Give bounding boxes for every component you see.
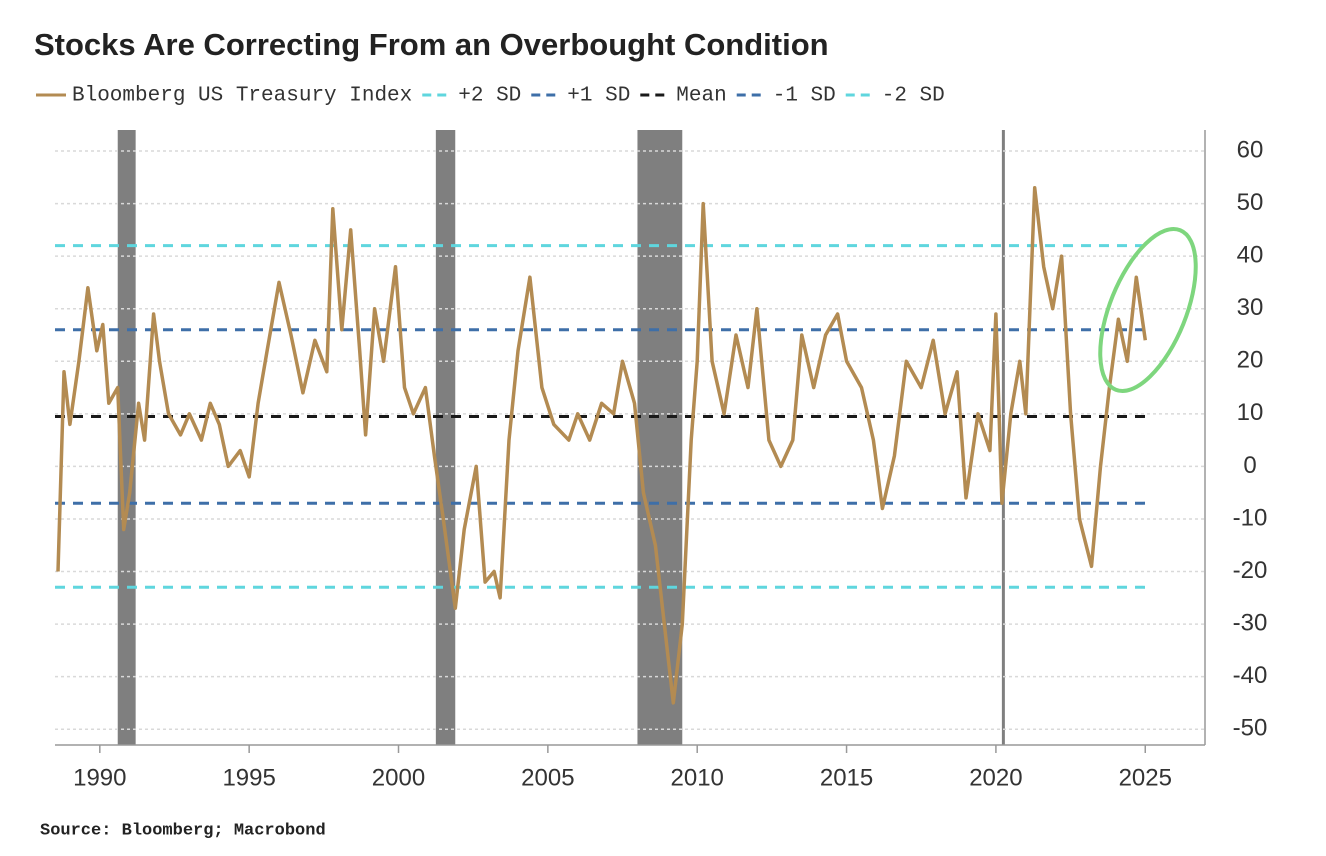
recession-band [435,130,456,745]
y-tick-label: 20 [1237,347,1264,374]
legend-label: Bloomberg US Treasury Index [72,85,412,108]
y-tick-label: 60 [1237,136,1264,163]
x-tick-label: 2020 [969,764,1022,791]
x-tick-label: 1990 [73,764,126,791]
x-tick-label: 2010 [671,764,724,791]
recession-band [637,130,683,745]
source: Source: Bloomberg; Macrobond [40,821,326,840]
y-tick-label: 50 [1237,189,1264,216]
y-tick-label: 0 [1243,452,1256,479]
x-tick-label: 1995 [222,764,275,791]
series-line [56,186,1148,705]
legend-label: +2 SD [458,85,521,108]
y-tick-label: -20 [1233,557,1268,584]
x-tick-label: 2025 [1119,764,1172,791]
highlight-ellipse [1098,227,1198,393]
recession-band [1001,130,1005,745]
y-tick-label: -50 [1233,715,1268,742]
x-tick-label: 2015 [820,764,873,791]
y-tick-label: 10 [1237,399,1264,426]
y-tick-label: -30 [1233,609,1268,636]
x-tick-label: 2005 [521,764,574,791]
chart-title: Stocks Are Correcting From an Overbought… [34,27,829,62]
plot-area: -50 -40 -30 -20 -10 0 10 20 30 40 50 60 1990 1995 2000… [55,130,1267,791]
legend-label: -1 SD [773,85,836,108]
y-tick-label: -40 [1233,662,1268,689]
legend-label: Mean [676,85,726,108]
y-tick-label: -10 [1233,504,1268,531]
x-tick-label: 2000 [372,764,425,791]
recession-band [117,130,136,745]
legend-label: +1 SD [567,85,630,108]
y-tick-label: 40 [1237,241,1264,268]
y-tick-label: 30 [1237,294,1264,321]
legend-label: -2 SD [882,85,945,108]
